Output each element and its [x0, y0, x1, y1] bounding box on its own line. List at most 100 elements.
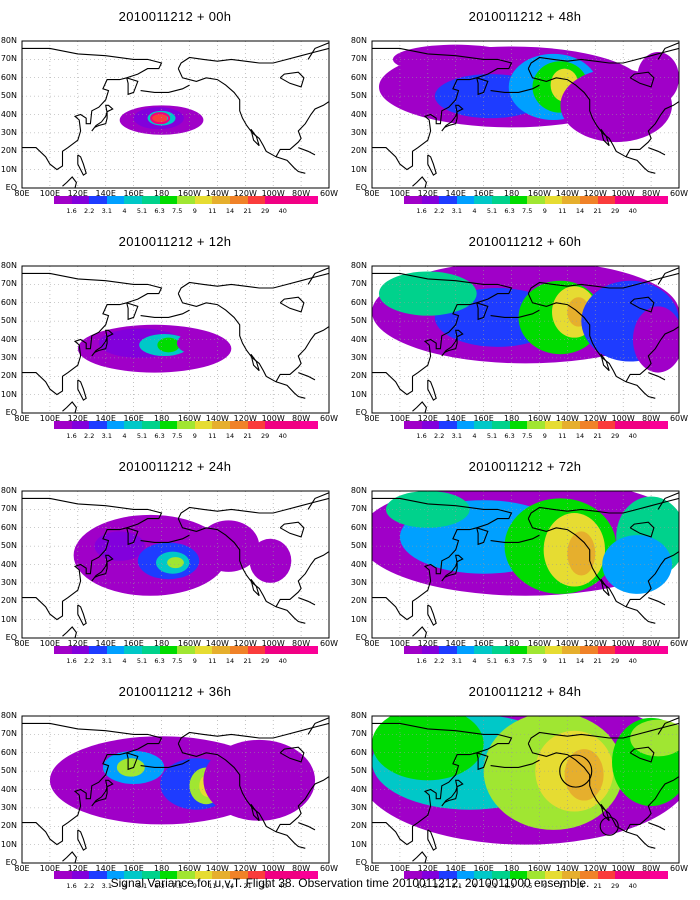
colorbar-swatch	[615, 421, 633, 429]
colorbar-swatch	[456, 196, 475, 204]
lat-label: 70N	[0, 279, 17, 289]
colorbar-label: 1.6	[66, 207, 77, 215]
colorbar-label: 14	[575, 882, 585, 890]
colorbar-swatch	[177, 646, 195, 654]
colorbar-swatch	[579, 421, 598, 429]
coastline-8	[600, 128, 610, 147]
colorbar-swatch	[439, 196, 457, 204]
lon-label: 60W	[669, 189, 689, 198]
coastline-7	[625, 776, 679, 833]
colorbar-label: 3.1	[451, 657, 462, 665]
colorbar-label: 11	[558, 882, 567, 890]
colorbar-label: 29	[261, 207, 270, 215]
coastline-7	[275, 776, 329, 833]
variance-contour-6	[392, 44, 519, 75]
lat-label: 70N	[350, 504, 367, 514]
colorbar-swatch	[650, 421, 668, 429]
lat-label: 40N	[0, 784, 17, 794]
coastline-11	[648, 597, 666, 606]
colorbar-label: 21	[593, 432, 602, 440]
colorbar-swatch	[439, 646, 457, 654]
lon-label: 80W	[292, 639, 311, 648]
coastline-7	[625, 551, 679, 608]
colorbar-swatch	[89, 871, 107, 879]
colorbar-label: 40	[628, 657, 637, 665]
colorbar-swatch	[177, 421, 195, 429]
map-panel-48h: 2010011212 + 48h 80N 70N 60N 50N 40N 30N 20N 10N…	[350, 0, 700, 225]
colorbar-label: 11	[558, 657, 567, 665]
lon-label: 120E	[417, 189, 438, 198]
lat-label: 40N	[350, 334, 367, 344]
colorbar-swatch	[544, 421, 563, 429]
lat-label: 10N	[0, 164, 17, 174]
colorbar-swatch	[177, 196, 195, 204]
coastline-6	[527, 47, 679, 69]
coastline-0	[22, 722, 163, 846]
colorbar-label: 14	[225, 657, 235, 665]
colorbar-swatch	[544, 871, 563, 879]
coastline-7	[275, 326, 329, 383]
lon-label: 140E	[445, 864, 466, 873]
coastline-5	[527, 293, 656, 399]
colorbar-label: 5.1	[486, 207, 498, 215]
lon-label: 80W	[642, 414, 661, 423]
coastline-3	[427, 379, 437, 401]
lat-label: 30N	[0, 577, 17, 587]
coastlines	[372, 42, 679, 188]
coastline-9	[629, 71, 655, 88]
map-plot	[371, 40, 680, 189]
colorbar-label: 21	[243, 882, 252, 890]
colorbar-swatch	[71, 196, 90, 204]
coastline-4	[412, 401, 427, 413]
coastline-6	[527, 272, 679, 294]
coastline-0	[372, 47, 513, 171]
lat-label: 10N	[0, 614, 17, 624]
lon-label: 140W	[205, 639, 229, 648]
lon-label: 140W	[555, 864, 579, 873]
colorbar-swatch	[404, 646, 422, 654]
coastline-0	[22, 272, 163, 396]
lat-label: 30N	[350, 127, 367, 137]
lat-label: 50N	[350, 541, 367, 551]
variance-field	[372, 266, 679, 373]
lon-label: 120W	[583, 189, 607, 198]
map-frame	[371, 490, 680, 639]
colorbar-label: 40	[278, 657, 287, 665]
map-plot	[371, 490, 680, 639]
lat-label: EQ	[5, 633, 17, 642]
map-plot	[371, 265, 680, 414]
lat-label: 80N	[0, 711, 17, 720]
map-frame	[371, 40, 680, 189]
panel-title: 2010011212 + 60h	[468, 234, 582, 249]
colorbar-swatch	[597, 421, 616, 429]
coastline-12	[140, 84, 190, 93]
map-panel-84h: 2010011212 + 84h 80N 70N 60N 50N 40N 30N 20N 10N…	[350, 675, 700, 900]
coastline-9	[279, 71, 305, 88]
colorbar-label: 6.3	[154, 432, 165, 440]
colorbar-swatch	[632, 871, 651, 879]
colorbar-label: 4	[122, 432, 127, 440]
colorbar-label: 14	[225, 882, 235, 890]
coastline-11	[298, 147, 316, 156]
variance-contour-6	[567, 531, 596, 576]
colorbar-label: 1.6	[66, 657, 77, 665]
coastline-12	[490, 309, 540, 318]
lon-label: 160E	[473, 639, 494, 648]
lat-label: 60N	[0, 522, 17, 532]
coastlines	[372, 717, 679, 863]
coastline-0	[372, 497, 513, 621]
coastline-7	[275, 551, 329, 608]
colorbar-swatch	[124, 646, 142, 654]
lat-label: 20N	[350, 596, 367, 606]
lat-label: 30N	[350, 802, 367, 812]
colorbar-label: 3.1	[101, 657, 112, 665]
coastline-5	[177, 743, 306, 849]
colorbar-swatch	[544, 646, 563, 654]
colorbar-label: 7.5	[522, 882, 533, 890]
colorbar-swatch	[247, 196, 266, 204]
lon-label: 160E	[123, 189, 144, 198]
colorbar-swatch	[456, 646, 475, 654]
map-plot	[371, 715, 680, 864]
colorbar-swatch	[632, 646, 651, 654]
colorbar-swatch	[54, 196, 72, 204]
